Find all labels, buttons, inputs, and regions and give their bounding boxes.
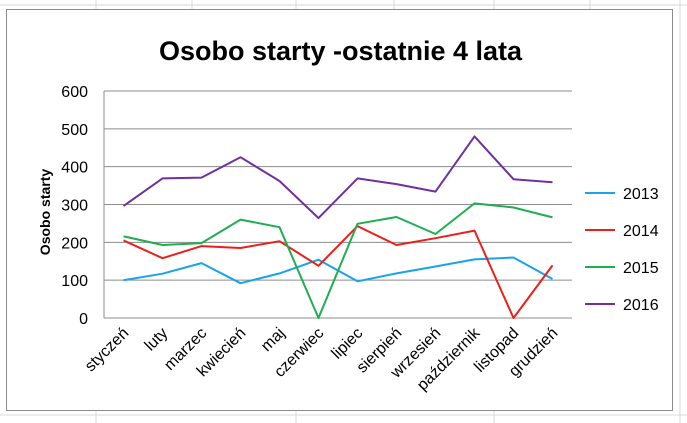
x-tick-label: luty bbox=[142, 325, 172, 355]
legend-label: 2014 bbox=[623, 223, 659, 240]
y-axis-label: Osobo starty bbox=[37, 168, 53, 256]
series-line-2015 bbox=[123, 202, 553, 319]
y-tick-label: 300 bbox=[61, 198, 88, 215]
x-tick-label: styczeń bbox=[82, 325, 132, 375]
chart-title: Osobo starty -ostatnie 4 lata bbox=[158, 36, 523, 66]
x-tick-label: maj bbox=[258, 325, 288, 355]
y-tick-label: 400 bbox=[61, 160, 88, 177]
series-line-2016 bbox=[122, 135, 553, 220]
series-line-2014 bbox=[123, 225, 554, 319]
legend-label: 2015 bbox=[623, 260, 659, 277]
y-tick-label: 100 bbox=[61, 273, 88, 290]
legend-label: 2013 bbox=[623, 186, 659, 203]
y-tick-label: 500 bbox=[61, 122, 88, 139]
y-tick-label: 200 bbox=[61, 235, 88, 252]
y-tick-label: 600 bbox=[61, 84, 88, 101]
chart-area[interactable]: 0 100 200 300 400 500 600 styczeń luty marzec kwie… bbox=[6, 9, 673, 411]
legend-label: 2016 bbox=[623, 297, 659, 314]
y-tick-label: 0 bbox=[79, 311, 88, 328]
